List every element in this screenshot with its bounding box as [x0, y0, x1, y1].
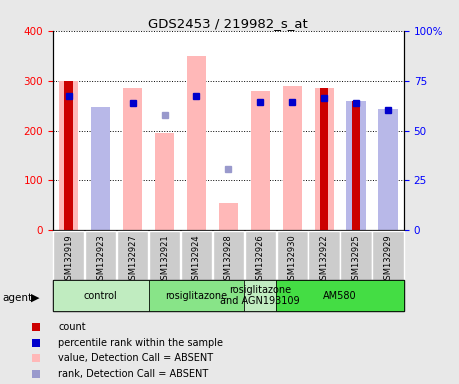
Text: GSM132930: GSM132930	[288, 234, 297, 285]
Bar	[149, 231, 180, 280]
Text: rosiglitazone: rosiglitazone	[165, 291, 228, 301]
Text: GSM132924: GSM132924	[192, 234, 201, 285]
Bar	[378, 109, 397, 230]
Text: ▶: ▶	[31, 293, 40, 303]
Bar	[283, 86, 302, 230]
Text: rank, Detection Call = ABSENT: rank, Detection Call = ABSENT	[58, 369, 208, 379]
Text: agent: agent	[2, 293, 33, 303]
Bar	[123, 88, 142, 230]
Text: GSM132922: GSM132922	[319, 234, 329, 285]
Bar	[219, 203, 238, 230]
Bar	[181, 231, 212, 280]
Bar	[53, 280, 149, 311]
Bar	[85, 231, 116, 280]
Bar	[276, 280, 404, 311]
Bar	[277, 231, 308, 280]
Text: AM580: AM580	[323, 291, 357, 301]
Bar	[149, 280, 244, 311]
Text: GSM132926: GSM132926	[256, 234, 265, 285]
Bar	[117, 231, 148, 280]
Bar	[314, 88, 334, 230]
Bar	[308, 231, 340, 280]
Text: value, Detection Call = ABSENT: value, Detection Call = ABSENT	[58, 353, 213, 363]
Bar	[91, 107, 110, 230]
Text: control: control	[84, 291, 118, 301]
Text: GSM132921: GSM132921	[160, 234, 169, 285]
Bar	[244, 280, 276, 311]
Text: GSM132919: GSM132919	[64, 234, 73, 285]
Bar	[352, 101, 360, 230]
Text: rosiglitazone
and AGN193109: rosiglitazone and AGN193109	[220, 285, 300, 306]
Text: GSM132927: GSM132927	[128, 234, 137, 285]
Bar	[320, 88, 329, 230]
Bar	[372, 231, 403, 280]
Bar	[347, 101, 366, 230]
Text: count: count	[58, 322, 86, 332]
Bar	[341, 231, 372, 280]
Bar	[245, 231, 276, 280]
Text: GSM132923: GSM132923	[96, 234, 105, 285]
Text: GSM132929: GSM132929	[383, 234, 392, 285]
Text: GSM132928: GSM132928	[224, 234, 233, 285]
Text: GSM132925: GSM132925	[352, 234, 360, 285]
Bar	[187, 56, 206, 230]
Bar	[59, 81, 78, 230]
Bar	[155, 133, 174, 230]
Bar	[251, 91, 270, 230]
Text: percentile rank within the sample: percentile rank within the sample	[58, 338, 223, 348]
Bar	[64, 81, 73, 230]
Title: GDS2453 / 219982_s_at: GDS2453 / 219982_s_at	[148, 17, 308, 30]
Bar	[53, 231, 84, 280]
Bar	[213, 231, 244, 280]
